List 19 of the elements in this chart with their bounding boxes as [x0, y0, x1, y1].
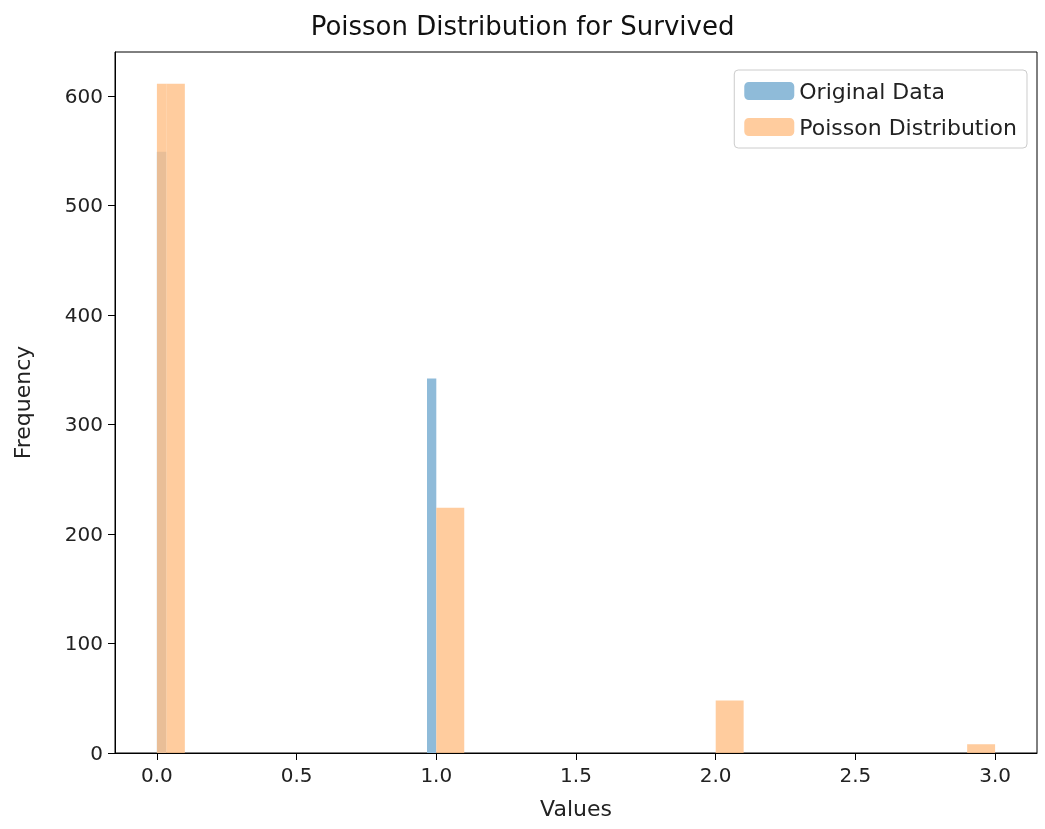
x-tick-label: 0.5	[280, 763, 313, 787]
y-tick-label: 200	[64, 521, 103, 546]
legend-label: Original Data	[799, 78, 945, 104]
x-axis-title: Values	[540, 795, 612, 821]
x-tick-label: 3.0	[979, 763, 1011, 787]
x-tick-label: 1.0	[420, 763, 453, 787]
legend-label: Poisson Distribution	[799, 114, 1018, 140]
y-tick-label: 400	[64, 302, 103, 327]
x-tick-label: 2.5	[839, 763, 872, 787]
y-tick-label: 600	[64, 83, 103, 108]
y-tick-label: 500	[64, 193, 103, 218]
chart-title: Poisson Distribution for Survived	[310, 11, 735, 41]
x-tick-label: 2.0	[699, 763, 732, 787]
y-tick-label: 100	[64, 631, 103, 656]
y-tick-label: 300	[64, 412, 103, 437]
y-axis-title: Frequency	[9, 345, 35, 460]
x-tick-label: 1.5	[560, 763, 592, 787]
y-tick-label: 0	[90, 741, 103, 765]
x-tick-label: 0.0	[141, 763, 173, 787]
